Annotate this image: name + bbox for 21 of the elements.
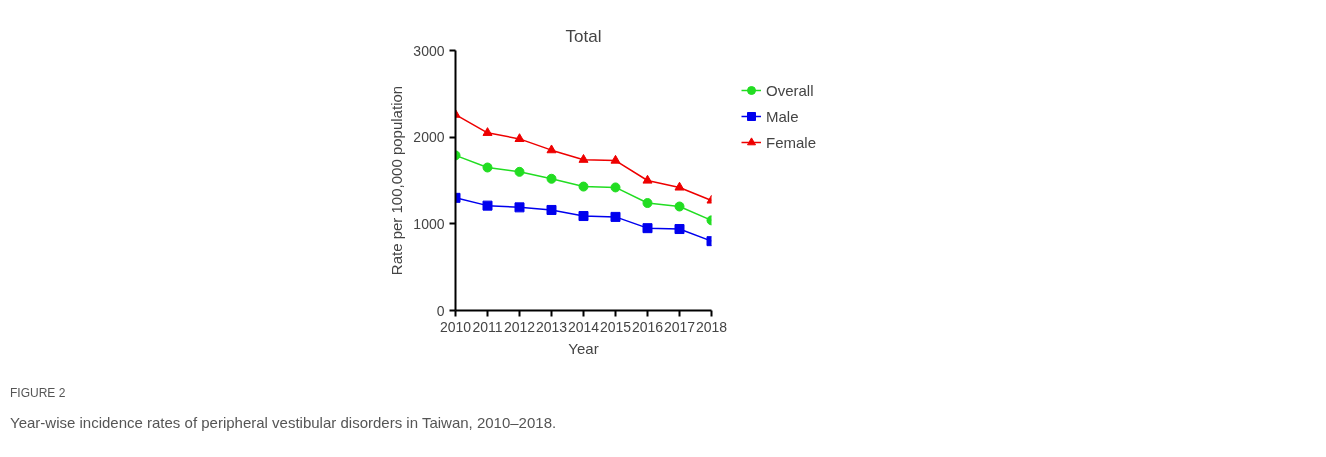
- x-tick-label: 2016: [631, 318, 664, 335]
- x-tick-label: 2017: [663, 318, 696, 335]
- y-axis-title: Rate per 100,000 population: [388, 85, 406, 276]
- x-tick-label: 2012: [503, 318, 536, 335]
- x-tick-label: 2015: [599, 318, 632, 335]
- legend-label: Overall: [766, 81, 814, 99]
- x-tick-label: 2014: [567, 318, 600, 335]
- text: Year-wise incidence rates of peripheral vestibular disorders in Taiwan, 2010–2018.: [10, 413, 557, 434]
- y-tick-label: 3000: [413, 42, 445, 59]
- caption: FIGURE 2: [10, 385, 66, 402]
- x-tick-label: 2010: [439, 318, 472, 335]
- y-tick-label: 1000: [413, 215, 445, 232]
- y-tick-label: 0: [436, 302, 445, 319]
- x-tick-label: 2013: [535, 318, 568, 335]
- x-axis-title: Year: [568, 339, 599, 357]
- legend-label: Male: [766, 107, 799, 125]
- y-tick-label: 2000: [413, 129, 445, 146]
- legend-label: Female: [766, 133, 817, 151]
- x-tick-label: 2018: [695, 318, 728, 335]
- x-tick-label: 2011: [472, 318, 503, 335]
- chart-title: Total: [565, 26, 602, 46]
